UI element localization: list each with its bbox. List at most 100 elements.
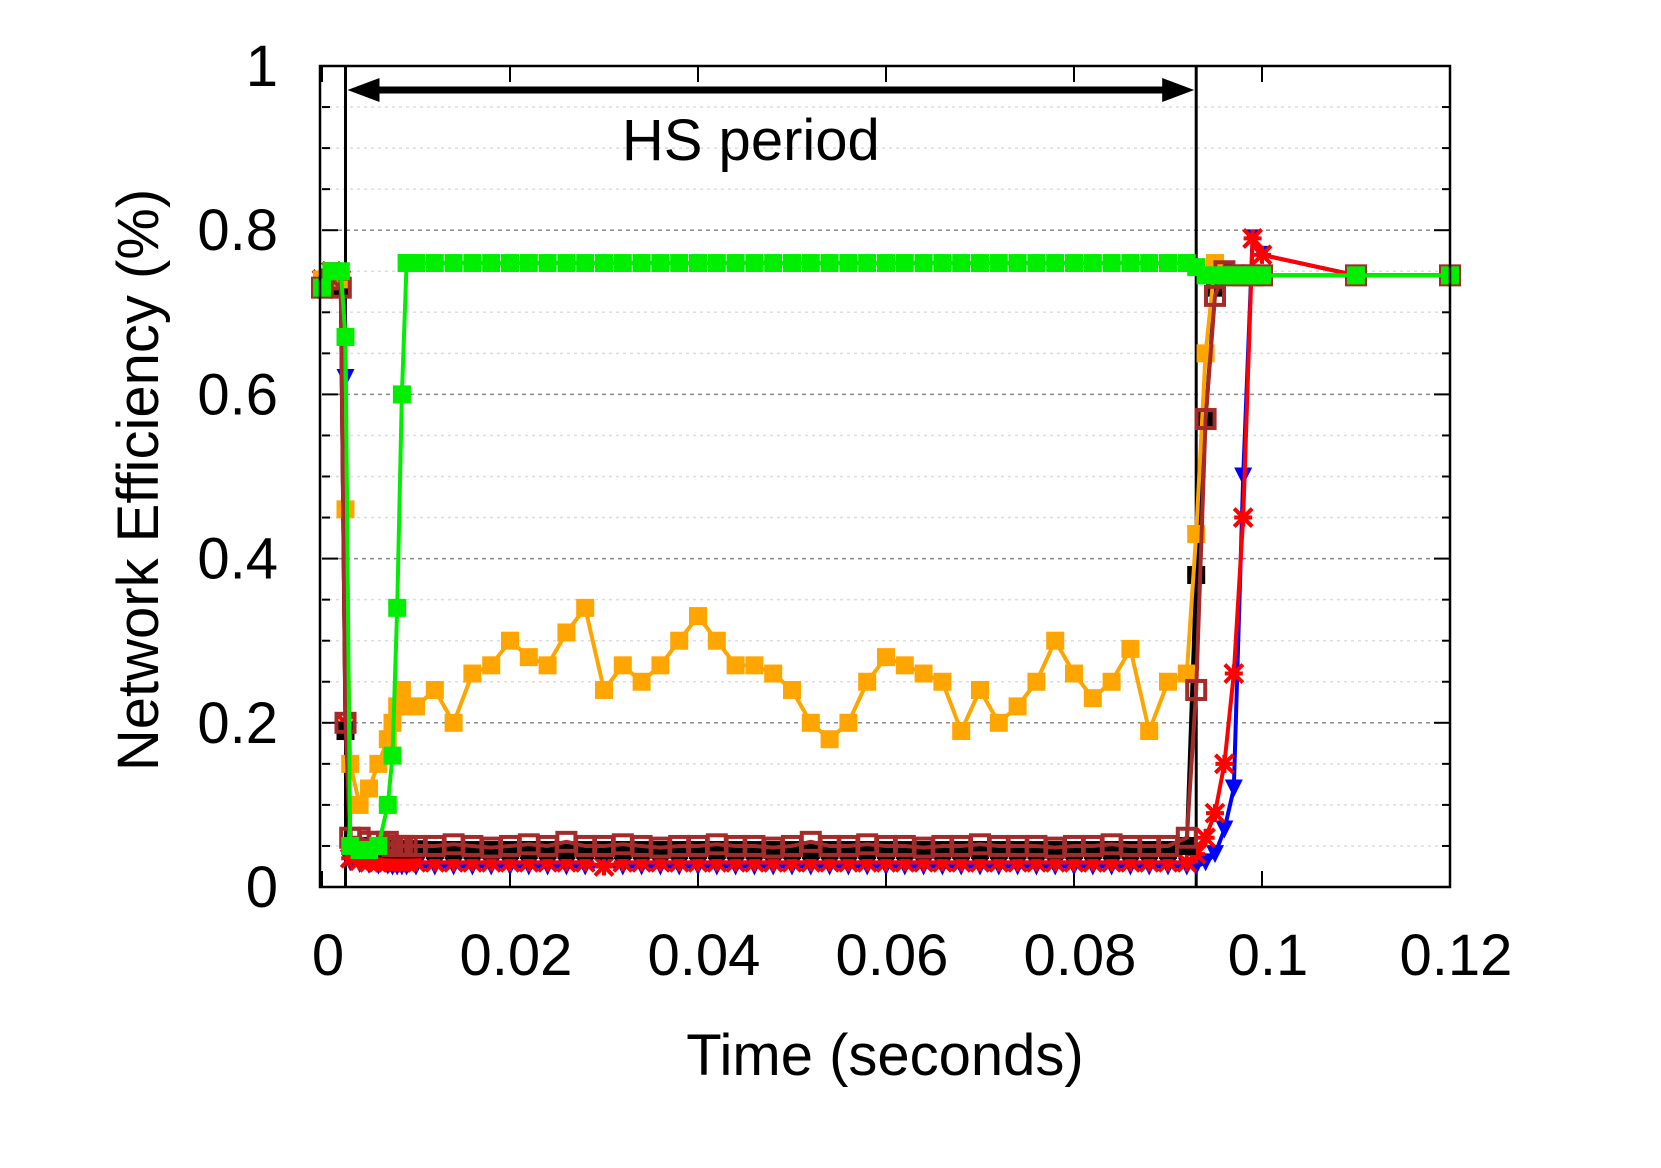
marker bbox=[1083, 689, 1102, 708]
y-tick-label: 0.6 bbox=[197, 362, 278, 427]
marker bbox=[557, 254, 576, 273]
marker bbox=[392, 680, 411, 699]
marker bbox=[1204, 284, 1226, 307]
marker bbox=[461, 851, 483, 873]
marker bbox=[989, 254, 1008, 273]
marker bbox=[407, 254, 425, 273]
marker bbox=[820, 254, 839, 273]
marker bbox=[1224, 779, 1243, 798]
marker bbox=[367, 851, 389, 873]
marker bbox=[1008, 254, 1027, 273]
marker bbox=[349, 850, 371, 872]
marker bbox=[1223, 663, 1245, 684]
marker bbox=[687, 851, 709, 873]
marker bbox=[1027, 254, 1046, 273]
marker bbox=[1195, 827, 1217, 849]
marker bbox=[501, 254, 519, 273]
marker bbox=[1065, 664, 1083, 683]
marker bbox=[358, 851, 380, 873]
marker bbox=[557, 623, 576, 642]
marker bbox=[336, 327, 355, 346]
marker bbox=[1046, 631, 1065, 650]
marker bbox=[1082, 851, 1104, 873]
series-line bbox=[320, 231, 1450, 869]
marker bbox=[334, 711, 357, 734]
marker bbox=[555, 851, 577, 873]
marker bbox=[538, 254, 557, 273]
y-tick-label: 0.8 bbox=[197, 198, 278, 263]
marker bbox=[726, 656, 745, 675]
marker bbox=[369, 836, 388, 855]
marker bbox=[537, 851, 559, 873]
marker bbox=[800, 851, 822, 873]
plot-frame bbox=[318, 64, 1452, 889]
marker bbox=[1242, 227, 1264, 249]
marker bbox=[1046, 254, 1065, 273]
marker bbox=[463, 664, 482, 683]
x-tick-label: 0.06 bbox=[836, 923, 949, 988]
marker bbox=[1251, 244, 1273, 266]
marker bbox=[839, 713, 858, 732]
series bbox=[313, 254, 1459, 814]
x-tick-label: 0.1 bbox=[1228, 923, 1309, 988]
marker bbox=[895, 656, 914, 675]
marker bbox=[424, 851, 446, 873]
marker bbox=[856, 851, 878, 873]
series bbox=[313, 229, 1459, 876]
marker bbox=[783, 254, 801, 273]
marker bbox=[1204, 802, 1226, 824]
x-tick-label: 0.12 bbox=[1400, 923, 1513, 988]
marker bbox=[950, 851, 972, 873]
marker bbox=[1121, 254, 1140, 273]
marker bbox=[360, 779, 378, 798]
marker bbox=[689, 607, 707, 626]
marker bbox=[1215, 820, 1234, 839]
marker bbox=[313, 278, 331, 297]
marker bbox=[971, 254, 989, 273]
marker bbox=[1213, 753, 1235, 775]
marker bbox=[1140, 722, 1159, 741]
marker bbox=[894, 851, 916, 873]
marker bbox=[518, 851, 540, 873]
y-tick-label: 1 bbox=[246, 34, 278, 99]
marker bbox=[1206, 845, 1224, 864]
marker bbox=[425, 254, 444, 273]
marker bbox=[396, 851, 418, 873]
marker bbox=[858, 672, 877, 691]
marker bbox=[595, 680, 613, 699]
marker bbox=[1027, 672, 1046, 691]
series bbox=[311, 260, 1461, 859]
marker bbox=[877, 648, 895, 667]
marker bbox=[933, 254, 952, 273]
marker bbox=[875, 851, 897, 873]
marker bbox=[670, 631, 689, 650]
marker bbox=[952, 254, 971, 273]
marker bbox=[1102, 672, 1121, 691]
marker bbox=[1194, 408, 1217, 431]
marker bbox=[613, 656, 632, 675]
marker bbox=[1119, 851, 1141, 873]
marker bbox=[668, 851, 690, 873]
marker bbox=[839, 254, 858, 273]
marker bbox=[969, 851, 991, 873]
marker bbox=[707, 631, 726, 650]
marker bbox=[764, 664, 783, 683]
marker bbox=[689, 254, 707, 273]
marker bbox=[1007, 851, 1029, 873]
marker bbox=[576, 598, 595, 617]
marker bbox=[499, 851, 521, 873]
y-tick-label: 0.2 bbox=[197, 691, 278, 756]
marker bbox=[613, 254, 632, 273]
marker bbox=[706, 851, 728, 873]
marker bbox=[480, 851, 502, 873]
marker bbox=[1044, 851, 1066, 873]
marker bbox=[519, 648, 538, 667]
marker bbox=[858, 254, 877, 273]
marker bbox=[339, 847, 361, 869]
marker bbox=[931, 851, 953, 873]
marker bbox=[612, 851, 634, 873]
marker bbox=[383, 746, 402, 765]
marker bbox=[407, 697, 425, 716]
marker bbox=[745, 656, 764, 675]
